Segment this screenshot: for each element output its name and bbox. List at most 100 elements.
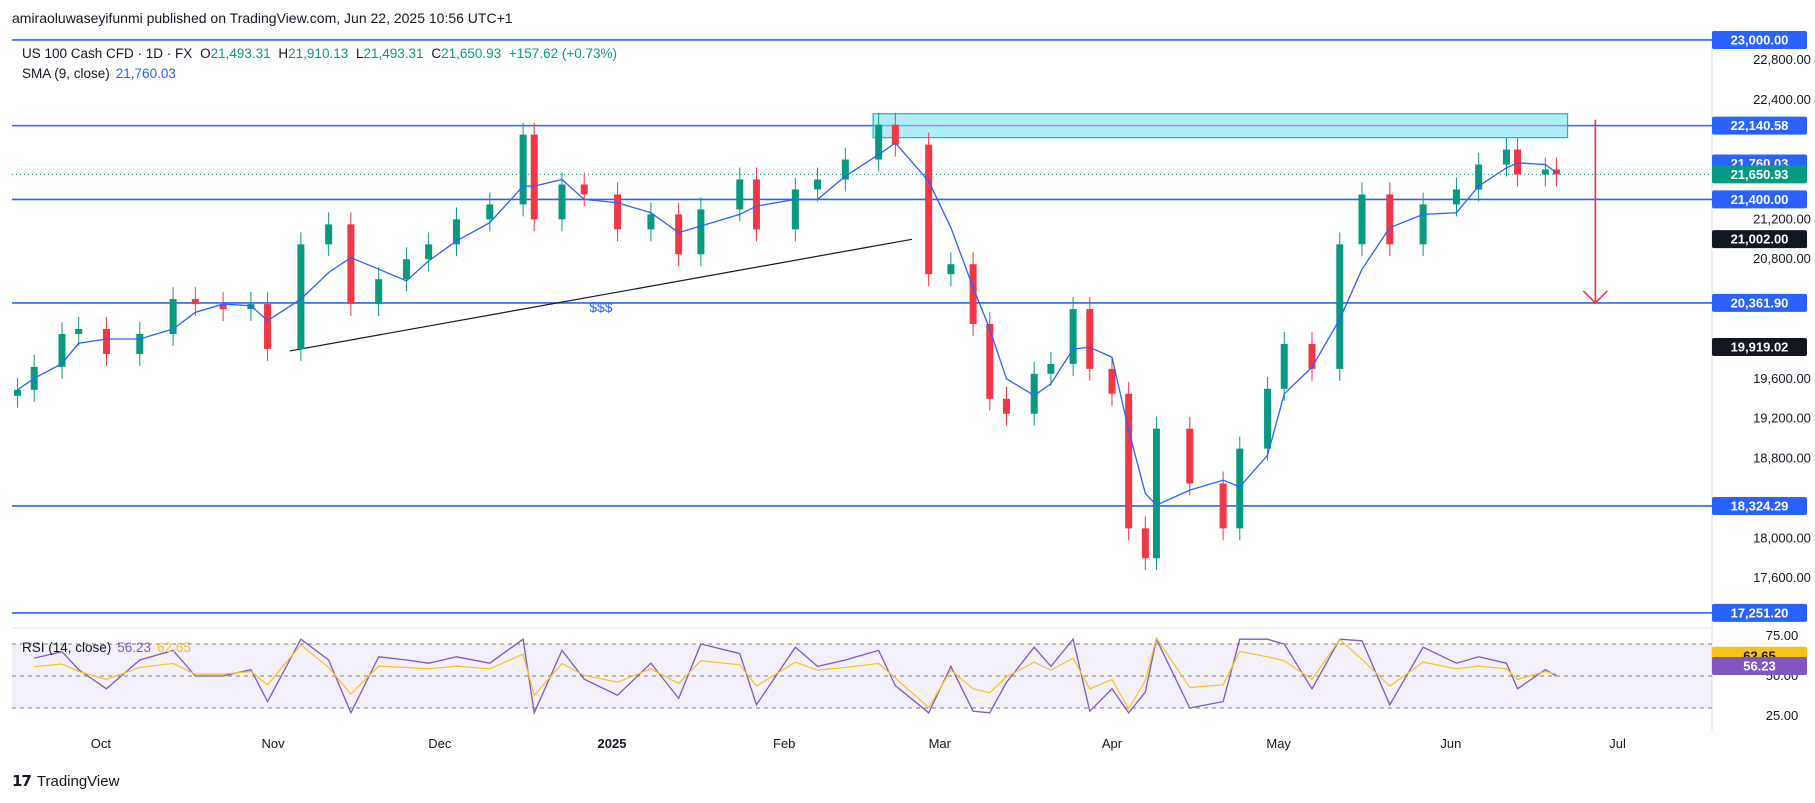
candle-body <box>14 389 22 396</box>
candle-body <box>325 224 333 245</box>
low-value: 21,493.31 <box>363 46 424 61</box>
price-badge <box>1712 603 1807 622</box>
high-label: H <box>278 46 289 61</box>
candle-body <box>58 333 66 367</box>
tradingview-logo[interactable]: 𝟭𝟳 TradingView <box>12 772 119 791</box>
candle-body <box>1514 149 1522 175</box>
rsi-line <box>34 637 1557 716</box>
rsi-label[interactable]: RSI (14, close) <box>22 640 112 655</box>
candle-body <box>425 244 433 260</box>
liquidity-annotation: $$$ <box>589 299 613 315</box>
price-badge <box>1712 116 1807 135</box>
price-badge <box>1712 190 1807 209</box>
price-badge-label: 19,919.02 <box>1731 340 1789 355</box>
candle-body <box>1419 204 1427 245</box>
price-badge-label: 17,251.20 <box>1731 605 1789 620</box>
candle-body <box>1541 169 1549 175</box>
price-badge-label: 22,140.58 <box>1731 118 1789 133</box>
rsi-ma-line <box>34 636 1557 710</box>
candle-body <box>986 324 994 399</box>
candle-body <box>558 184 566 220</box>
candle-body <box>1002 398 1010 414</box>
candle-body <box>519 134 527 205</box>
price-badge-label: 21,400.00 <box>1731 192 1789 207</box>
high-value: 21,910.13 <box>288 46 349 61</box>
change-value: +157.62 (+0.73%) <box>508 46 617 61</box>
candle-body <box>697 209 705 255</box>
candle-body <box>219 304 227 310</box>
candle-body <box>1358 194 1366 245</box>
rsi-tick-label: 25.00 <box>1766 708 1799 723</box>
candle-body <box>1452 189 1460 205</box>
sma-legend-row[interactable]: SMA (9, close) 21,760.03 <box>22 64 617 84</box>
candle-body <box>297 244 305 349</box>
candle-body <box>614 194 622 230</box>
time-tick-label: Feb <box>773 736 795 751</box>
rsi-badge-label: 56.23 <box>1743 659 1776 674</box>
candle-body <box>452 219 460 245</box>
price-tick-label: 19,600.00 <box>1753 371 1811 386</box>
price-tick-label: 22,400.00 <box>1753 92 1811 107</box>
time-tick-label: May <box>1266 736 1291 751</box>
rsi-legend[interactable]: RSI (14, close) 56.23 62.65 <box>22 640 191 655</box>
candle-body <box>947 264 955 275</box>
candle-body <box>841 159 849 180</box>
sma-value: 21,760.03 <box>115 66 176 81</box>
candle-body <box>1386 194 1394 245</box>
price-badge-label: 20,361.90 <box>1731 295 1789 310</box>
rsi-tick-label: 75.00 <box>1766 628 1799 643</box>
sma-line <box>17 142 1557 506</box>
candle-body <box>264 304 272 349</box>
price-badge-label: 21,002.00 <box>1731 232 1789 247</box>
supply-zone-box <box>872 113 1569 139</box>
candle-body <box>675 214 683 255</box>
candle-body <box>1030 373 1038 414</box>
price-chart[interactable]: $$$ 22,800.00 22,400.00 21,200.00 20,800.00… <box>0 0 1815 760</box>
candle-body <box>530 134 538 220</box>
sma-label[interactable]: SMA (9, close) <box>22 66 110 81</box>
price-badge <box>1712 30 1807 49</box>
price-badge <box>1712 338 1807 357</box>
candle-body <box>1264 388 1272 449</box>
time-tick-label: Jul <box>1609 736 1626 751</box>
candle-body <box>1125 393 1133 529</box>
price-tick-label: 18,800.00 <box>1753 451 1811 466</box>
candle-body <box>891 124 899 145</box>
chart-legend: US 100 Cash CFD · 1D · FX O21,493.31 H21… <box>22 44 617 84</box>
candle-body <box>1141 528 1149 559</box>
candle-body <box>102 329 110 354</box>
time-tick-label: Dec <box>428 736 452 751</box>
price-tick-label: 20,800.00 <box>1753 251 1811 266</box>
candle-body <box>1047 363 1055 374</box>
price-badge <box>1712 230 1807 249</box>
candle-body <box>1308 343 1316 369</box>
rsi-badge <box>1712 657 1807 676</box>
candle-body <box>752 179 760 230</box>
open-value: 21,493.31 <box>210 46 271 61</box>
candle-body <box>875 124 883 160</box>
candle-body <box>736 179 744 210</box>
time-tick-label: 2025 <box>598 736 627 751</box>
price-badge-label: 21,650.93 <box>1731 167 1789 182</box>
price-badge <box>1712 165 1807 184</box>
candle-body <box>1475 164 1483 190</box>
symbol-label[interactable]: US 100 Cash CFD · 1D · FX <box>22 46 193 61</box>
ohlc-legend-row[interactable]: US 100 Cash CFD · 1D · FX O21,493.31 H21… <box>22 44 617 64</box>
price-tick-label: 21,200.00 <box>1753 211 1811 226</box>
time-tick-label: Oct <box>91 736 112 751</box>
price-badge-label: 23,000.00 <box>1731 32 1789 47</box>
price-badge-label: 18,324.29 <box>1731 498 1789 513</box>
candle-body <box>1186 428 1194 484</box>
candle-body <box>136 333 144 354</box>
candle-body <box>1152 428 1160 559</box>
candle-body <box>1336 244 1344 369</box>
time-tick-label: Apr <box>1102 736 1123 751</box>
candle-body <box>347 224 355 305</box>
candle-body <box>1552 169 1560 175</box>
price-tick-label: 19,200.00 <box>1753 411 1811 426</box>
low-label: L <box>355 46 364 61</box>
price-tick-label: 18,000.00 <box>1753 530 1811 545</box>
time-tick-label: Nov <box>262 736 286 751</box>
candle-body <box>647 214 655 230</box>
tradingview-logo-icon: 𝟭𝟳 <box>12 773 32 790</box>
